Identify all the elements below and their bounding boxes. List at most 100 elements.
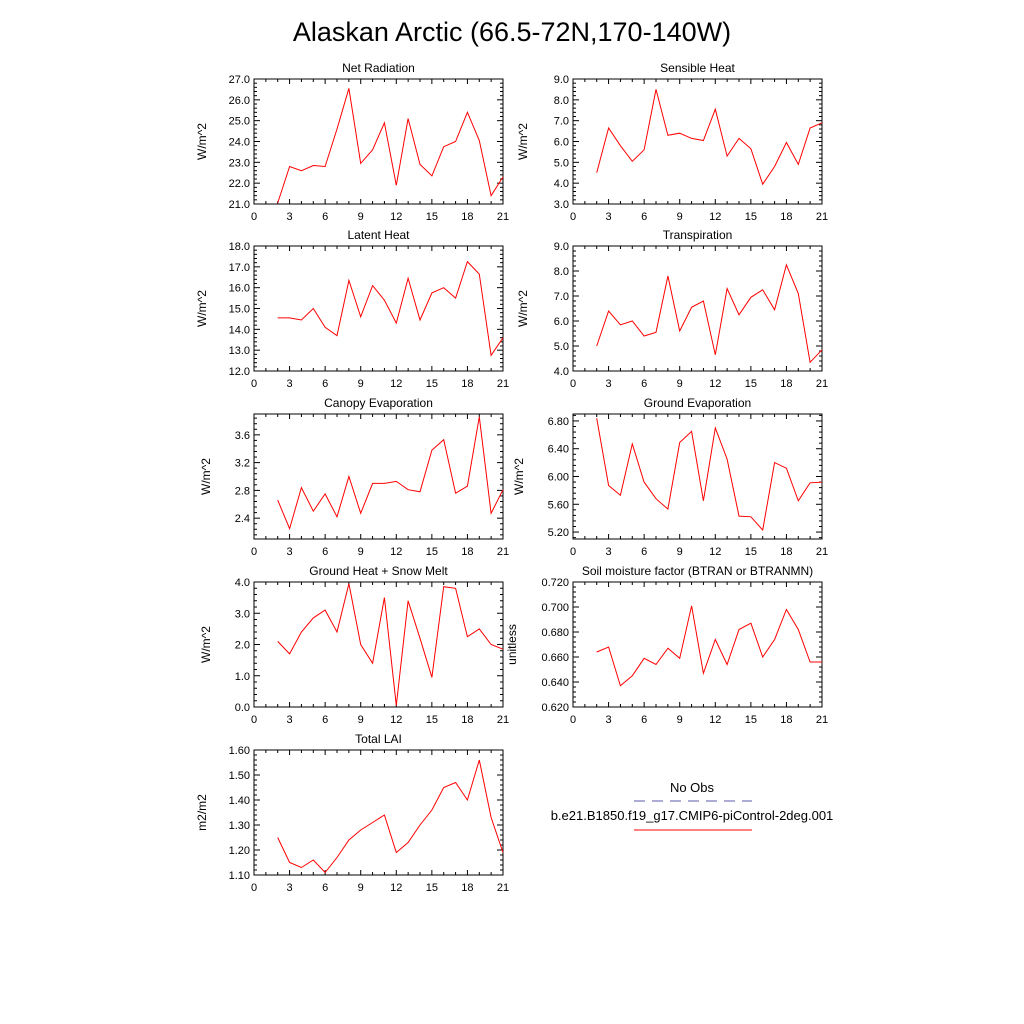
x-tick-label: 9 [358,714,364,726]
y-tick-label: 3.2 [235,458,250,470]
panel-title: Ground Evaporation [644,396,751,410]
x-tick-label: 3 [606,378,612,390]
x-tick-label: 6 [641,546,647,558]
chart-panel: 0 3 6 9 12 15 18 21 21.0 22.0 23.0 24.0 25.0 26.0 27.0… [195,61,509,223]
x-tick-label: 9 [358,211,364,223]
x-tick-label: 12 [390,882,402,894]
x-tick-label: 15 [426,546,438,558]
chart-panel: 0 3 6 9 12 15 18 21 3.0 4.0 5.0 6.0 7.0 8.0 9.0 Sensibl… [516,61,828,223]
x-tick-label: 15 [745,546,757,558]
x-tick-label: 21 [816,714,828,726]
figure-title: Alaskan Arctic (66.5-72N,170-140W) [293,17,731,47]
y-axis-label: m2/m2 [195,794,209,831]
x-tick-label: 18 [461,882,473,894]
x-tick-label: 12 [390,714,402,726]
y-tick-label: 8.0 [554,266,569,278]
panel-title: Latent Heat [347,228,410,242]
x-tick-label: 3 [606,211,612,223]
x-tick-label: 0 [570,714,576,726]
y-axis-label: W/m^2 [199,458,213,495]
plot-frame [572,413,823,540]
x-tick-label: 3 [287,546,293,558]
y-tick-label: 13.0 [229,345,250,357]
y-tick-label: 8.0 [554,95,569,107]
x-tick-label: 18 [461,714,473,726]
x-tick-label: 9 [358,546,364,558]
y-axis-label: unitless [505,624,519,665]
y-tick-label: 22.0 [229,178,250,190]
x-tick-label: 15 [426,882,438,894]
x-tick-label: 15 [745,378,757,390]
x-tick-label: 18 [780,546,792,558]
x-tick-label: 21 [816,546,828,558]
y-tick-label: 0.640 [541,677,569,689]
x-tick-label: 18 [461,378,473,390]
y-tick-label: 2.8 [235,485,250,497]
plot-frame [253,749,504,876]
y-tick-label: 18.0 [229,241,250,253]
y-tick-label: 23.0 [229,157,250,169]
x-tick-label: 21 [816,211,828,223]
plot-frame [253,413,504,540]
legend-label-obs: No Obs [670,780,715,795]
y-axis-label: W/m^2 [199,626,213,663]
y-tick-label: 15.0 [229,304,250,316]
y-tick-label: 0.720 [541,577,569,589]
x-tick-label: 12 [709,378,721,390]
y-tick-label: 1.60 [229,745,250,757]
y-tick-label: 26.0 [229,95,250,107]
x-tick-label: 3 [287,378,293,390]
x-tick-label: 21 [816,378,828,390]
y-tick-label: 1.50 [229,770,250,782]
x-tick-label: 21 [497,546,509,558]
legend-label-model: b.e21.B1850.f19_g17.CMIP6-piControl-2deg… [551,808,834,823]
chart-panel: 0 3 6 9 12 15 18 21 2.4 2.8 3.2 3.6 Canopy Evaporati… [199,396,509,558]
panel-title: Net Radiation [342,61,415,75]
x-tick-label: 0 [251,378,257,390]
series-line [277,583,504,706]
x-tick-label: 18 [780,714,792,726]
y-tick-label: 0.680 [541,627,569,639]
panel-title: Total LAI [355,732,402,746]
y-tick-label: 0.700 [541,602,569,614]
y-tick-label: 0.620 [541,702,569,714]
x-tick-label: 9 [358,882,364,894]
y-axis-label: W/m^2 [516,290,530,327]
x-tick-label: 0 [251,714,257,726]
y-tick-label: 4.0 [554,366,569,378]
y-tick-label: 17.0 [229,262,250,274]
x-tick-label: 3 [287,211,293,223]
x-tick-label: 21 [497,714,509,726]
y-tick-label: 3.0 [235,608,250,620]
x-tick-label: 12 [390,378,402,390]
x-tick-label: 6 [322,882,328,894]
panels: 0 3 6 9 12 15 18 21 21.0 22.0 23.0 24.0 25.0 26.0 27.0… [195,61,828,894]
x-tick-label: 12 [709,211,721,223]
y-tick-label: 0.660 [541,652,569,664]
y-tick-label: 16.0 [229,283,250,295]
x-tick-label: 12 [390,211,402,223]
y-tick-label: 1.30 [229,820,250,832]
y-tick-label: 5.20 [548,527,569,539]
y-tick-label: 27.0 [229,74,250,86]
legend: No Obs b.e21.B1850.f19_g17.CMIP6-piContr… [551,780,834,831]
y-tick-label: 14.0 [229,324,250,336]
series-line [596,89,823,186]
x-tick-label: 3 [606,546,612,558]
x-tick-label: 21 [497,211,509,223]
x-tick-label: 18 [780,378,792,390]
chart-panel: 0 3 6 9 12 15 18 21 1.10 1.20 1.30 1.40 1.50 1.60 Tota… [195,732,509,894]
panel-title: Soil moisture factor (BTRAN or BTRANMN) [582,564,813,578]
x-tick-label: 6 [641,378,647,390]
x-tick-label: 3 [606,714,612,726]
y-tick-label: 2.0 [235,640,250,652]
panel-title: Canopy Evaporation [324,396,433,410]
x-tick-label: 0 [570,211,576,223]
x-tick-label: 0 [570,546,576,558]
plot-frame [253,78,504,205]
x-tick-label: 21 [497,378,509,390]
x-tick-label: 12 [709,546,721,558]
x-tick-label: 0 [570,378,576,390]
y-tick-label: 6.40 [548,444,569,456]
